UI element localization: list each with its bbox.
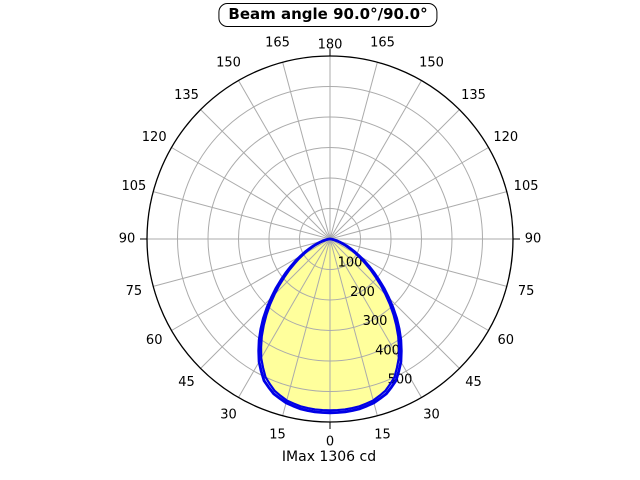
grid-radial-line bbox=[282, 238, 331, 416]
grid-radial-line bbox=[153, 238, 331, 287]
angle-tick-label: 30 bbox=[423, 407, 440, 422]
angle-tick-label: 105 bbox=[514, 179, 539, 194]
radial-tick-label: 300 bbox=[363, 314, 388, 329]
angle-tick-label: 150 bbox=[216, 56, 241, 71]
angle-tick-label: 135 bbox=[461, 88, 486, 103]
grid-radial-line bbox=[329, 238, 460, 369]
grid-radial-line bbox=[171, 147, 331, 240]
angle-tick-label: 180 bbox=[318, 38, 343, 53]
radial-tick-label: 200 bbox=[350, 285, 375, 300]
angle-tick-label: 135 bbox=[174, 88, 199, 103]
imax-label: IMax 1306 cd bbox=[281, 449, 377, 465]
angle-tick-label: 165 bbox=[370, 35, 395, 50]
angle-tick-label: 45 bbox=[178, 375, 195, 390]
intensity-curve-c0 bbox=[257, 237, 403, 415]
angle-tick-label: 150 bbox=[419, 56, 444, 71]
grid-radial-line bbox=[153, 191, 331, 240]
angle-tick-label: 15 bbox=[374, 428, 391, 443]
angle-tick-label: 120 bbox=[493, 130, 518, 145]
angle-tick-label: 90 bbox=[525, 232, 542, 247]
angle-tick-label: 105 bbox=[121, 179, 146, 194]
chart-title-box: Beam angle 90.0°/90.0° bbox=[218, 3, 438, 27]
grid-radial-line bbox=[238, 80, 331, 240]
grid-radial-line bbox=[329, 238, 378, 416]
angle-tick-label: 75 bbox=[126, 284, 143, 299]
chart-title: Beam angle 90.0°/90.0° bbox=[228, 5, 428, 23]
grid-radial-line bbox=[329, 62, 378, 240]
angle-tick-label: 60 bbox=[146, 333, 163, 348]
radial-tick-label: 400 bbox=[375, 343, 400, 358]
angle-tick-label: 165 bbox=[265, 35, 290, 50]
grid-radial-line bbox=[329, 80, 422, 240]
angle-tick-label: 120 bbox=[142, 130, 167, 145]
angle-tick-label: 75 bbox=[518, 284, 535, 299]
angle-tick-label: 30 bbox=[220, 407, 237, 422]
grid-radial-line bbox=[238, 238, 331, 398]
angle-tick-label: 90 bbox=[119, 232, 136, 247]
grid-radial-line bbox=[200, 238, 331, 369]
grid-radial-line bbox=[200, 109, 331, 240]
grid-radial-line bbox=[329, 238, 422, 398]
angle-tick-label: 15 bbox=[269, 428, 286, 443]
grid-radial-line bbox=[329, 109, 460, 240]
angle-tick-label: 45 bbox=[465, 375, 482, 390]
radial-tick-label: 100 bbox=[338, 256, 363, 271]
grid-radial-line bbox=[329, 238, 507, 287]
angle-tick-label: 0 bbox=[326, 435, 334, 450]
grid-radial-line bbox=[329, 191, 507, 240]
angle-tick-label: 60 bbox=[498, 333, 515, 348]
grid-radial-line bbox=[329, 147, 489, 240]
grid-radial-line bbox=[282, 62, 331, 240]
